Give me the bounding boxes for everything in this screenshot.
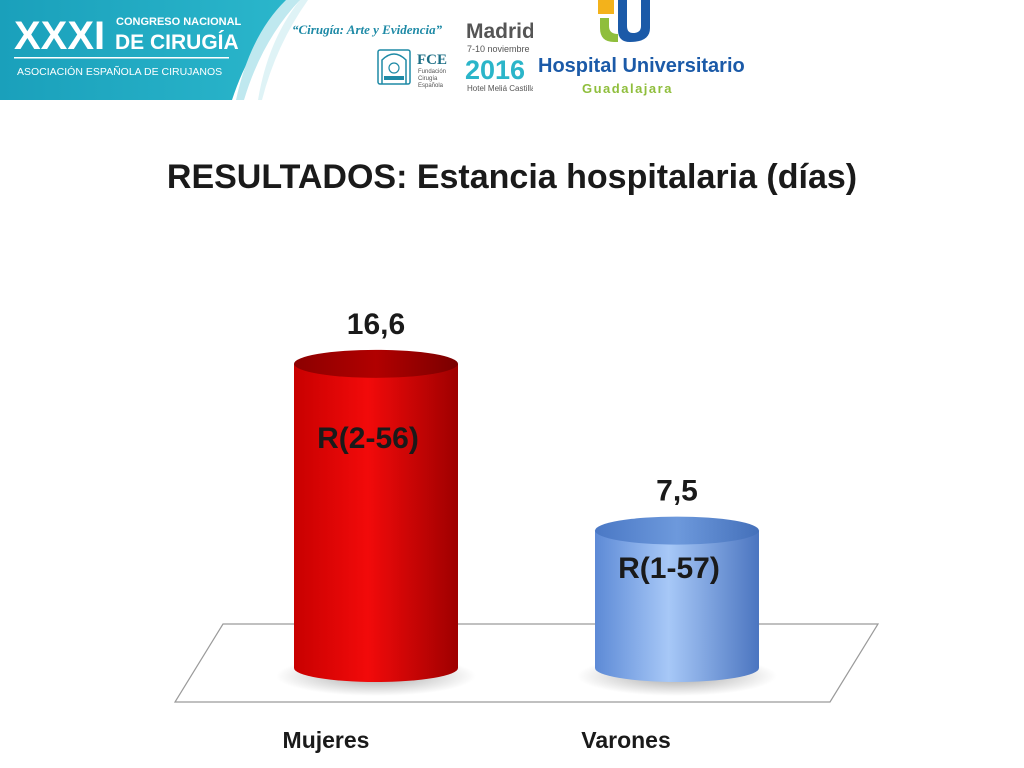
- bar-mujeres: [294, 363, 458, 682]
- city-text: Madrid: [466, 20, 535, 43]
- labels-group: 16,6 R(2-56) Mujeres 7,5 R(1-57) Varones: [283, 308, 720, 753]
- hospital-logo-bg: [533, 0, 732, 98]
- fce-sub3: Española: [418, 83, 444, 89]
- congress-line1: CONGRESO NACIONAL: [116, 16, 242, 28]
- bar-top-mujeres: [294, 349, 458, 378]
- bar-varones: [595, 530, 759, 682]
- association-text: ASOCIACIÓN ESPAÑOLA DE CIRUJANOS: [17, 65, 222, 78]
- fce-emblem-icon: [377, 49, 411, 85]
- hospital-name-line2: Guadalajara: [582, 81, 673, 96]
- swoosh-stripe: [236, 0, 300, 100]
- category-label-mujeres: Mujeres: [283, 727, 370, 753]
- value-label-varones: 7,5: [656, 475, 698, 508]
- fce-sub2: Cirugía: [418, 76, 438, 82]
- edition-text: XXXI: [14, 14, 105, 58]
- hospital-logo-icon: [598, 0, 650, 42]
- fce-title: FCE: [417, 52, 447, 68]
- congress-line2: DE CIRUGÍA: [115, 31, 239, 54]
- banner-divider: [14, 57, 229, 59]
- swoosh-stripe-2: [258, 0, 308, 100]
- hospital-name-line1: Hospital Universitario: [538, 55, 745, 77]
- range-label-mujeres: R(2-56): [317, 422, 419, 455]
- value-label-mujeres: 16,6: [347, 308, 405, 341]
- banner-graphic: XXXI CONGRESO NACIONAL DE CIRUGÍA ASOCIA…: [0, 0, 1024, 100]
- fce-sub1: Fundación: [418, 69, 446, 75]
- plot-area: [173, 623, 880, 703]
- header-banner: XXXI CONGRESO NACIONAL DE CIRUGÍA ASOCIA…: [0, 0, 1024, 100]
- slide-title: RESULTADOS: Estancia hospitalaria (días): [166, 158, 858, 196]
- range-label-varones: R(1-57): [618, 552, 720, 585]
- congress-banner-bg: [0, 0, 300, 100]
- slogan-text: “Cirugía: Arte y Evidencia”: [292, 22, 443, 37]
- dates-text: 7-10 noviembre: [467, 44, 530, 54]
- bar-top-varones: [595, 516, 759, 545]
- year-text: 2016: [465, 55, 525, 85]
- venue-text: Hotel Meliá Castilla: [467, 84, 536, 93]
- category-label-varones: Varones: [581, 727, 671, 753]
- chart-floor: [173, 623, 880, 703]
- bars-group: [276, 349, 777, 696]
